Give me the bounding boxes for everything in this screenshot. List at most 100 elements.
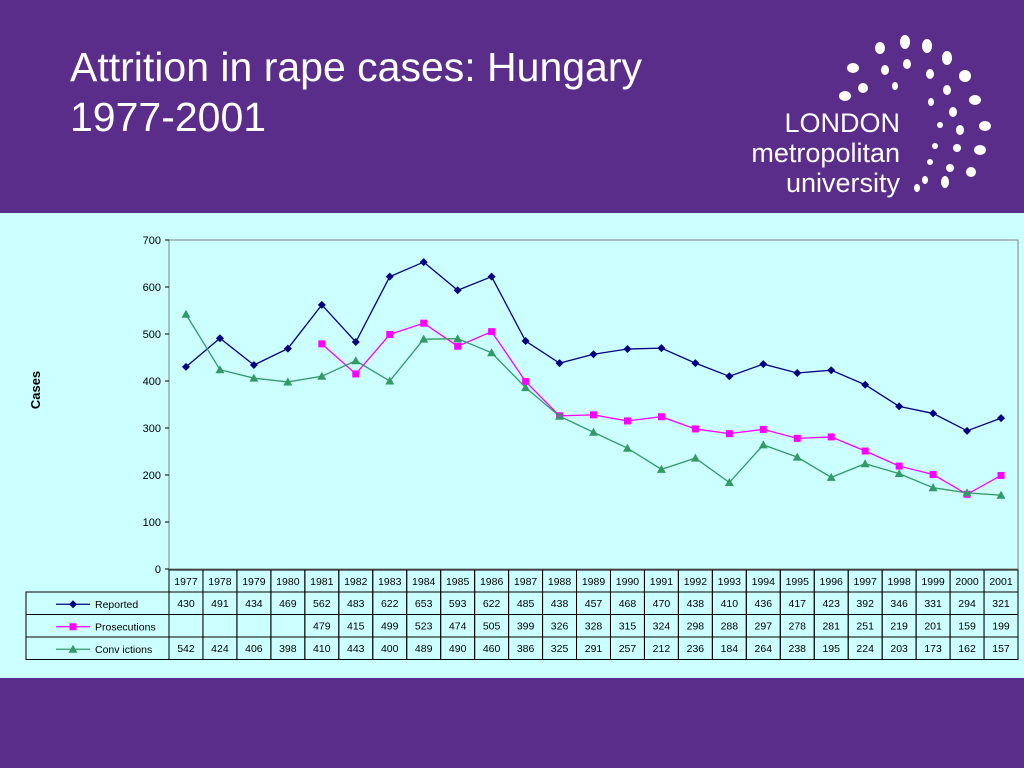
point-reported-1997 <box>861 380 870 389</box>
point-prosecutions-1999 <box>929 471 937 479</box>
x-tick-label-1990: 1990 <box>616 576 640 588</box>
point-convictions-1982 <box>351 356 361 365</box>
logo-line-2: metropolitan <box>751 138 900 168</box>
plot-background <box>168 239 1019 570</box>
point-prosecutions-1993 <box>725 430 733 438</box>
point-convictions-1980 <box>283 377 293 386</box>
table-cell <box>270 614 306 638</box>
point-reported-1978 <box>215 334 224 343</box>
x-tick-label-1989: 1989 <box>582 576 606 588</box>
data-label-prosecutions-1995: 278 <box>788 621 806 633</box>
data-label-reported-1979: 434 <box>245 598 263 610</box>
title-line-2: 1977-2001 <box>70 94 267 140</box>
data-label-convictions-1991: 212 <box>653 643 671 655</box>
data-label-prosecutions-1989: 328 <box>585 621 603 633</box>
point-convictions-1997 <box>860 459 870 468</box>
point-reported-1980 <box>283 344 292 353</box>
point-convictions-1981 <box>317 371 327 380</box>
university-logo-dots-icon <box>839 35 991 192</box>
data-label-prosecutions-1985: 474 <box>449 621 467 633</box>
point-convictions-2001 <box>996 490 1006 499</box>
point-reported-1983 <box>385 272 394 281</box>
data-label-reported-1987: 485 <box>517 598 535 610</box>
data-label-prosecutions-2000: 159 <box>958 621 976 633</box>
point-convictions-1986 <box>487 348 497 357</box>
data-label-convictions-1978: 424 <box>211 643 229 655</box>
point-convictions-1998 <box>894 469 904 478</box>
series-lines <box>181 258 1006 499</box>
x-tick-label-1980: 1980 <box>276 576 300 588</box>
point-convictions-1996 <box>826 472 836 481</box>
data-label-prosecutions-1988: 326 <box>551 621 569 633</box>
x-tick-label-1999: 1999 <box>921 576 945 588</box>
point-convictions-1992 <box>690 453 700 462</box>
plot-frame <box>168 239 1019 570</box>
point-convictions-1987 <box>521 383 531 392</box>
data-label-reported-2001: 321 <box>992 598 1010 610</box>
data-label-convictions-2001: 157 <box>992 643 1010 655</box>
x-tick-label-2000: 2000 <box>955 576 979 588</box>
data-label-reported-1995: 417 <box>788 598 806 610</box>
y-tick-label-500: 500 <box>143 329 161 341</box>
data-label-prosecutions-1993: 288 <box>721 621 739 633</box>
point-convictions-1983 <box>385 376 395 385</box>
x-tick-label-1983: 1983 <box>378 576 402 588</box>
data-label-prosecutions-1998: 219 <box>890 621 908 633</box>
logo-line-3: university <box>785 168 900 198</box>
data-label-prosecutions-1999: 201 <box>924 621 942 633</box>
data-label-reported-1993: 410 <box>721 598 739 610</box>
point-reported-1995 <box>793 369 802 378</box>
data-label-prosecutions-1984: 523 <box>415 621 433 633</box>
point-convictions-1985 <box>453 334 463 343</box>
x-tick-label-1987: 1987 <box>514 576 538 588</box>
point-convictions-2000 <box>962 488 972 497</box>
logo-line-1: LONDON <box>784 108 900 138</box>
data-label-convictions-1998: 203 <box>890 643 908 655</box>
point-prosecutions-1991 <box>657 413 665 421</box>
point-reported-1993 <box>725 372 734 381</box>
slide-header: Attrition in rape cases: Hungary 1977-20… <box>0 0 1024 213</box>
data-label-reported-1992: 438 <box>687 598 705 610</box>
data-label-reported-2000: 294 <box>958 598 976 610</box>
data-label-convictions-2000: 162 <box>958 643 976 655</box>
point-reported-1979 <box>249 361 258 370</box>
data-label-prosecutions-1990: 315 <box>619 621 637 633</box>
point-reported-1992 <box>691 359 700 368</box>
point-convictions-1988 <box>555 411 565 420</box>
point-convictions-1999 <box>928 483 938 492</box>
data-label-reported-1998: 346 <box>890 598 908 610</box>
y-tick-label-200: 200 <box>143 470 161 482</box>
data-label-convictions-1994: 264 <box>755 643 773 655</box>
point-convictions-1990 <box>622 443 632 452</box>
point-prosecutions-1992 <box>691 425 699 433</box>
point-reported-2000 <box>963 426 972 435</box>
point-prosecutions-1987 <box>522 377 530 385</box>
x-tick-label-1977: 1977 <box>174 576 198 588</box>
point-prosecutions-2001 <box>997 471 1005 479</box>
point-prosecutions-1982 <box>352 370 360 378</box>
series-prosecutions <box>318 319 1005 498</box>
y-tick-label-400: 400 <box>143 376 161 388</box>
data-label-reported-1983: 622 <box>381 598 399 610</box>
x-tick-label-1994: 1994 <box>752 576 776 588</box>
data-label-reported-1978: 491 <box>211 598 229 610</box>
point-prosecutions-1990 <box>623 417 631 425</box>
point-reported-1985 <box>453 286 462 295</box>
point-prosecutions-1996 <box>827 433 835 441</box>
data-label-convictions-1996: 195 <box>822 643 840 655</box>
point-reported-1991 <box>657 344 666 353</box>
point-reported-1998 <box>895 402 904 411</box>
point-convictions-1991 <box>656 464 666 473</box>
data-label-reported-1994: 436 <box>755 598 773 610</box>
data-label-convictions-1987: 386 <box>517 643 535 655</box>
data-label-reported-1986: 622 <box>483 598 501 610</box>
point-prosecutions-1989 <box>590 411 597 419</box>
table-cell <box>168 614 204 638</box>
y-tick-label-600: 600 <box>143 282 161 294</box>
legend-square-icon <box>69 623 77 631</box>
data-label-reported-1981: 562 <box>313 598 331 610</box>
data-label-convictions-1985: 490 <box>449 643 467 655</box>
x-tick-label-1982: 1982 <box>344 576 368 588</box>
data-label-prosecutions-1996: 281 <box>822 621 840 633</box>
point-prosecutions-1998 <box>895 462 903 470</box>
